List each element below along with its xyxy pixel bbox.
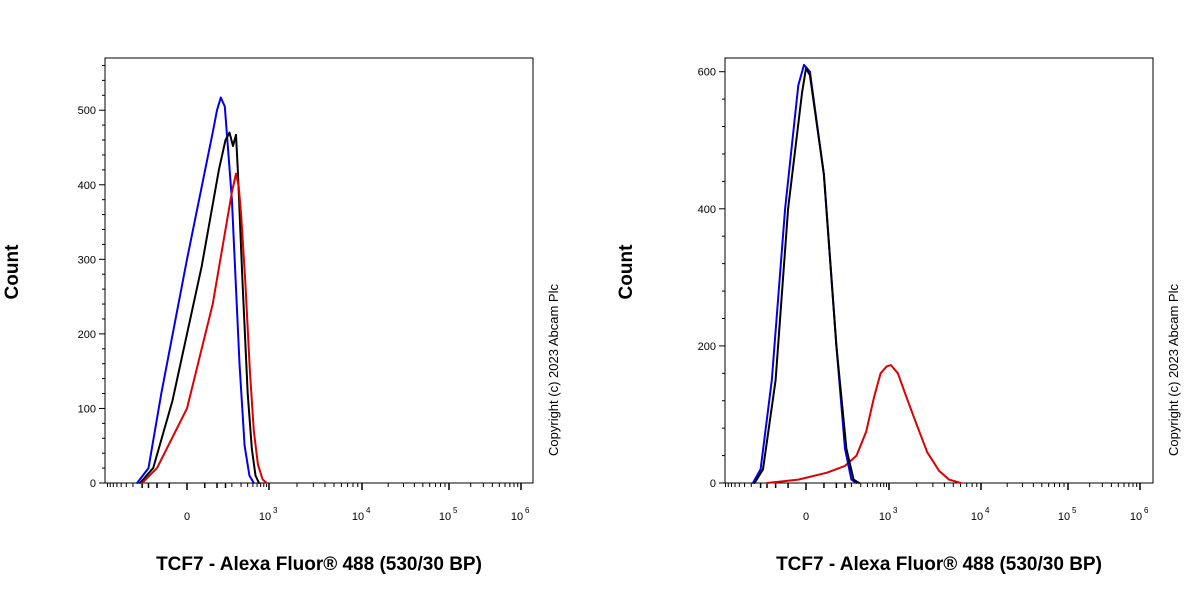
copyright-note: Copyright (c) 2023 Abcam Plc xyxy=(546,284,561,456)
x-tick-label: 0 xyxy=(184,511,190,523)
y-tick-label: 600 xyxy=(698,67,716,79)
x-tick-exponent: 6 xyxy=(1144,506,1149,515)
histogram-series-line xyxy=(136,96,255,484)
x-tick-label: 10 xyxy=(1058,511,1070,523)
x-tick-label: 10 xyxy=(439,511,451,523)
y-tick-label: 200 xyxy=(698,341,716,353)
histogram-series-line xyxy=(139,131,260,484)
x-tick-exponent: 4 xyxy=(985,506,990,515)
x-axis-title: TCF7 - Alexa Fluor® 488 (530/30 BP) xyxy=(156,554,482,575)
x-tick-label: 10 xyxy=(259,511,271,523)
y-tick-label: 400 xyxy=(698,204,716,216)
x-tick-exponent: 5 xyxy=(453,506,458,515)
x-tick-exponent: 3 xyxy=(893,506,898,515)
y-tick-label: 400 xyxy=(78,180,96,192)
plot-frame xyxy=(104,57,534,484)
y-tick-label: 300 xyxy=(78,254,96,266)
x-tick-label: 10 xyxy=(511,511,523,523)
histogram-series-line xyxy=(766,364,962,484)
x-tick-exponent: 5 xyxy=(1072,506,1077,515)
x-tick-exponent: 6 xyxy=(525,506,530,515)
x-tick-label: 10 xyxy=(352,511,364,523)
x-tick-label: 10 xyxy=(879,511,891,523)
y-tick-label: 0 xyxy=(710,478,716,490)
y-tick-label: 100 xyxy=(78,403,96,415)
y-tick-label: 200 xyxy=(78,329,96,341)
histogram-series-line xyxy=(753,67,861,484)
x-axis-title: TCF7 - Alexa Fluor® 488 (530/30 BP) xyxy=(776,554,1102,575)
y-axis-title: Count xyxy=(2,244,23,300)
plot-frame xyxy=(724,57,1154,484)
x-tick-exponent: 4 xyxy=(366,506,371,515)
x-tick-label: 10 xyxy=(1130,511,1142,523)
histogram-series-line xyxy=(141,172,268,484)
y-tick-label: 0 xyxy=(90,478,96,490)
x-tick-label: 0 xyxy=(803,511,809,523)
x-tick-exponent: 3 xyxy=(273,506,278,515)
copyright-note: Copyright (c) 2023 Abcam Plc xyxy=(1166,284,1181,456)
y-axis-title: Count xyxy=(616,244,637,300)
y-tick-label: 500 xyxy=(78,105,96,117)
histogram-series-line xyxy=(751,63,858,484)
x-tick-label: 10 xyxy=(971,511,983,523)
